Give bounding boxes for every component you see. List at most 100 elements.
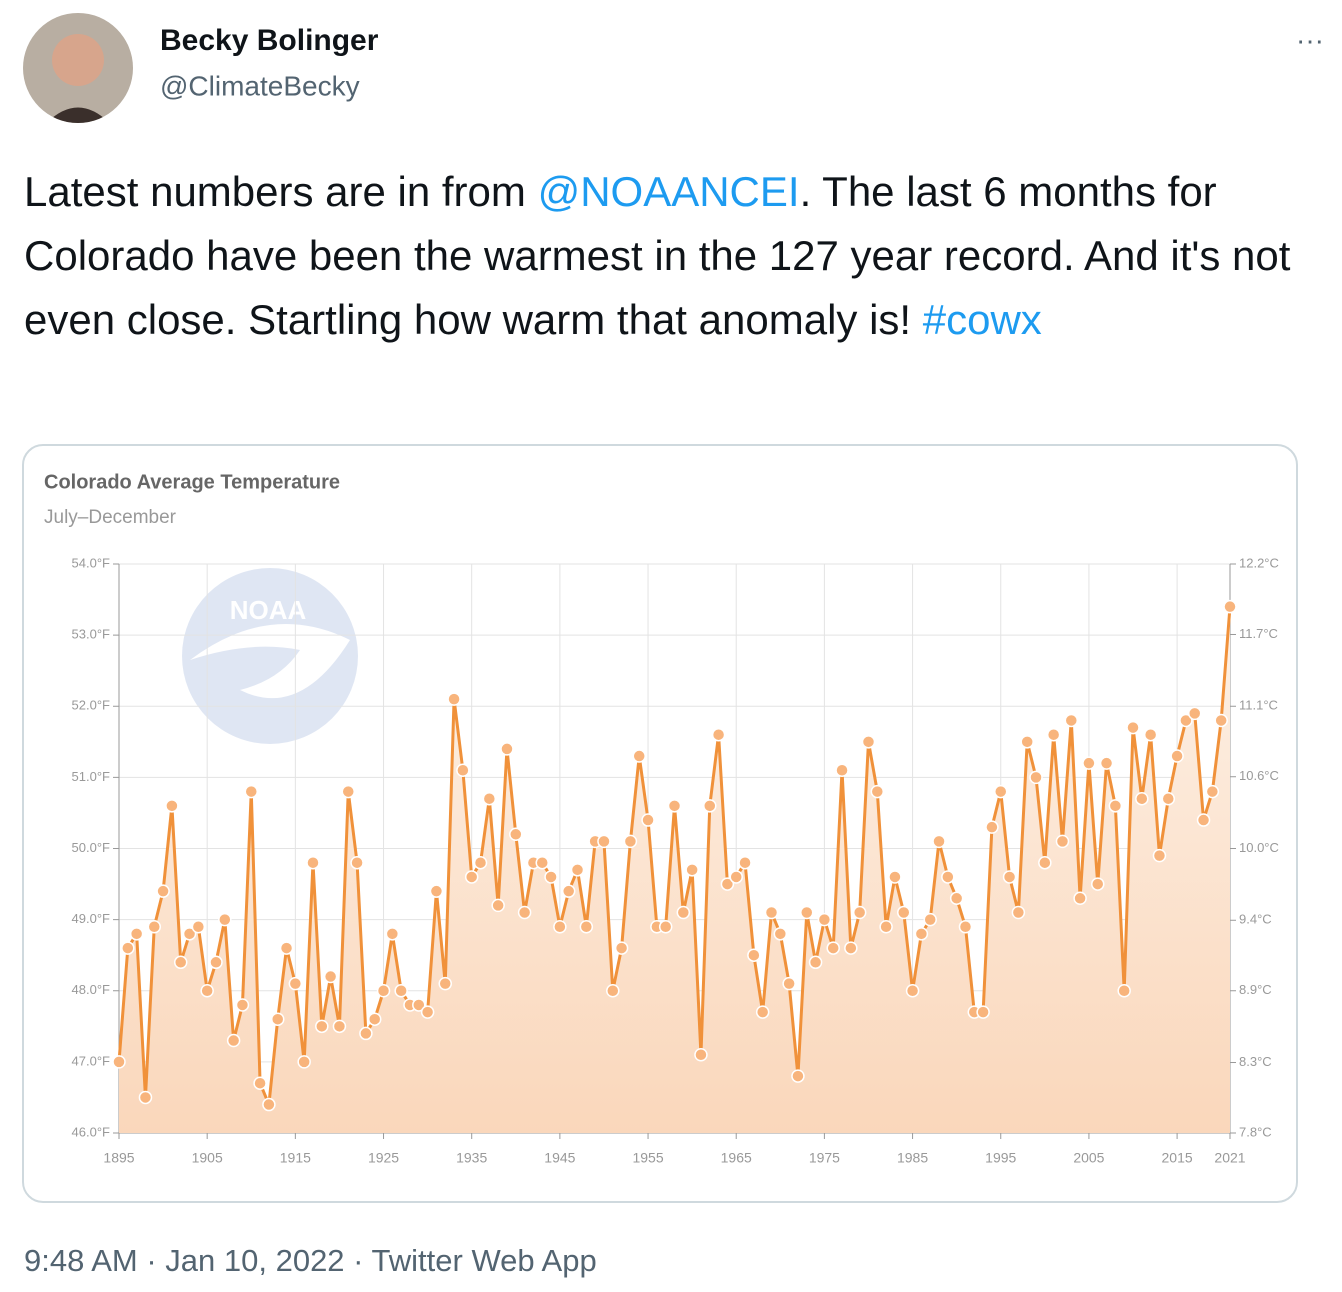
- mention-link[interactable]: @NOAANCEI: [537, 168, 800, 215]
- point: [262, 1097, 276, 1112]
- point: [1002, 870, 1017, 884]
- point: [509, 827, 523, 842]
- y2-tick-label: 11.1°C: [1239, 698, 1278, 713]
- chart-title: Colorado Average Temperature: [44, 471, 340, 493]
- point: [147, 919, 162, 934]
- point: [535, 855, 549, 870]
- point: [844, 941, 858, 955]
- point: [817, 912, 832, 927]
- text: Latest numbers are in from: [24, 168, 538, 215]
- point: [420, 1005, 435, 1019]
- point: [861, 735, 876, 749]
- y-tick-label: 53.0°F: [72, 627, 111, 642]
- point: [879, 919, 893, 934]
- point: [1108, 799, 1123, 813]
- point: [429, 884, 444, 898]
- point: [226, 1033, 241, 1048]
- x-tick-label: 2015: [1162, 1150, 1193, 1166]
- point: [747, 948, 761, 962]
- point: [385, 927, 400, 941]
- point: [1126, 720, 1140, 735]
- text: . The last 6 months for Colorado have be…: [24, 168, 1291, 343]
- hashtag-link[interactable]: #cowx: [922, 296, 1042, 343]
- point: [764, 905, 779, 920]
- point: [597, 834, 611, 849]
- point: [235, 998, 250, 1012]
- y2-tick-label: 7.8°C: [1239, 1124, 1272, 1139]
- y2-tick-label: 10.0°C: [1239, 840, 1279, 855]
- y2-tick-label: 12.2°C: [1239, 555, 1279, 570]
- x-tick-label: 1965: [721, 1150, 752, 1166]
- point: [350, 855, 364, 870]
- point: [244, 784, 259, 799]
- chart: NOAA Colorado Average Temperature July–D…: [44, 471, 1279, 1165]
- point: [720, 877, 735, 891]
- point: [1064, 713, 1079, 728]
- point: [500, 742, 514, 756]
- y-tick-label: 51.0°F: [72, 769, 111, 784]
- point: [985, 820, 999, 834]
- point: [464, 870, 479, 884]
- point: [315, 1019, 329, 1034]
- x-tick-label: 1935: [456, 1150, 487, 1166]
- point: [438, 976, 452, 991]
- author-handle[interactable]: @ClimateBecky: [160, 70, 360, 101]
- x-tick-label: 1915: [280, 1150, 311, 1166]
- point: [958, 919, 973, 934]
- point: [755, 1005, 770, 1019]
- point: [932, 834, 946, 849]
- point: [852, 905, 867, 920]
- point: [553, 919, 567, 934]
- point: [129, 927, 144, 941]
- point: [112, 1055, 126, 1069]
- point: [341, 784, 356, 799]
- point: [1073, 891, 1087, 906]
- point: [711, 727, 726, 742]
- more-button[interactable]: ···: [1296, 24, 1324, 55]
- point: [1187, 706, 1202, 721]
- tweet-text: Latest numbers are in from @NOAANCEI. Th…: [24, 160, 1324, 352]
- point: [923, 912, 937, 927]
- x-tick-label: 1995: [985, 1150, 1016, 1166]
- point: [738, 855, 752, 870]
- point: [270, 1012, 285, 1026]
- x-tick-label: 1925: [368, 1150, 399, 1166]
- y2-tick-label: 8.3°C: [1239, 1054, 1272, 1069]
- point: [641, 813, 655, 827]
- point: [914, 927, 929, 941]
- point: [561, 884, 576, 898]
- y-tick-label: 50.0°F: [72, 840, 111, 855]
- point: [870, 784, 885, 799]
- area-fill: [119, 606, 1230, 1133]
- point: [782, 976, 796, 991]
- avatar[interactable]: [20, 10, 140, 130]
- point: [367, 1012, 382, 1026]
- point: [773, 927, 788, 941]
- point: [1020, 735, 1034, 749]
- point: [888, 870, 902, 884]
- point: [279, 941, 294, 955]
- point: [1179, 713, 1193, 728]
- point: [949, 891, 964, 906]
- y-tick-label: 49.0°F: [72, 911, 111, 926]
- x-tick-label: 1895: [103, 1150, 134, 1166]
- point: [200, 984, 214, 998]
- point: [491, 898, 505, 913]
- point: [218, 912, 232, 927]
- point: [729, 870, 743, 884]
- point: [791, 1069, 805, 1083]
- point: [658, 919, 673, 934]
- author-name[interactable]: Becky Bolinger: [160, 24, 379, 57]
- point: [1090, 877, 1105, 891]
- point: [685, 863, 699, 877]
- point: [1223, 599, 1237, 614]
- point: [456, 763, 470, 778]
- point: [323, 969, 338, 984]
- point: [1143, 727, 1158, 742]
- point: [632, 749, 646, 763]
- point: [156, 884, 170, 898]
- point: [570, 863, 585, 877]
- point: [1011, 905, 1026, 920]
- point: [703, 799, 717, 813]
- point: [1038, 855, 1052, 870]
